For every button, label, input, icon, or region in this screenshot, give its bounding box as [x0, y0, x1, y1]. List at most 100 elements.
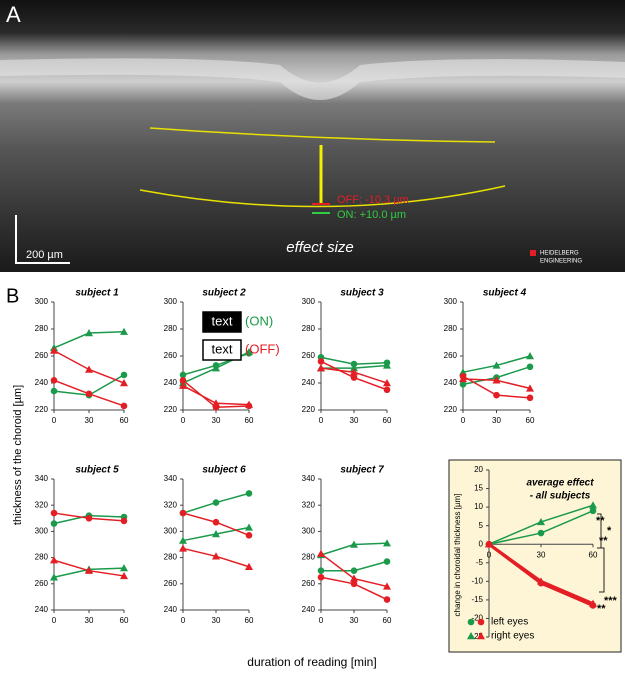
marker	[350, 360, 358, 368]
marker	[589, 599, 597, 607]
y-tick-label: 5	[479, 521, 484, 530]
marker	[317, 573, 325, 581]
marker	[350, 580, 358, 588]
marker	[477, 618, 485, 626]
y-tick-label: 280	[35, 553, 49, 562]
x-tick-label: 0	[52, 416, 57, 425]
marker	[85, 566, 93, 574]
chart-title: subject 1	[75, 288, 119, 299]
y-tick-label: -10	[471, 576, 483, 585]
x-tick-label: 0	[319, 416, 324, 425]
y-tick-label: 280	[164, 324, 178, 333]
marker	[245, 490, 253, 497]
x-tick-label: 0	[487, 550, 492, 559]
y-tick-label: 220	[35, 405, 49, 414]
y-tick-label: 260	[35, 351, 49, 360]
marker	[212, 530, 220, 538]
y-tick-label: 340	[35, 474, 49, 483]
legend-label: (OFF)	[245, 341, 280, 356]
marker	[50, 520, 58, 527]
y-tick-label: 240	[302, 378, 316, 387]
chart-title: subject 4	[483, 288, 527, 299]
legend-label: right eyes	[491, 631, 534, 642]
marker	[179, 377, 187, 384]
y-tick-label: 240	[35, 605, 49, 614]
x-tick-label: 0	[461, 416, 466, 425]
marker	[212, 518, 220, 526]
legend-box-text: text	[212, 341, 233, 356]
x-tick-label: 60	[589, 550, 598, 559]
y-tick-label: 280	[35, 324, 49, 333]
significance: ***	[604, 595, 618, 607]
marker	[477, 632, 485, 640]
x-tick-label: 0	[52, 616, 57, 625]
chart-title: average effect	[526, 478, 594, 489]
on-label: ON: +10.0 µm	[337, 209, 406, 221]
chart-title: subject 3	[340, 288, 384, 299]
y-tick-label: 280	[444, 324, 458, 333]
marker	[383, 582, 391, 590]
marker	[179, 544, 187, 552]
chart-title: subject 6	[202, 465, 246, 476]
y-tick-label: 300	[444, 297, 458, 306]
marker	[526, 384, 534, 392]
legend-marker	[467, 632, 475, 640]
logo-icon	[530, 250, 536, 256]
y-tick-label: 220	[444, 405, 458, 414]
marker	[383, 379, 391, 387]
logo: HEIDELBERG	[540, 251, 579, 257]
marker	[85, 390, 93, 398]
marker	[537, 577, 545, 585]
marker	[85, 365, 93, 373]
y-tick-label: 300	[302, 527, 316, 536]
marker	[589, 507, 597, 515]
marker	[120, 517, 128, 525]
marker	[50, 556, 58, 564]
legend-label: (ON)	[245, 313, 273, 328]
marker	[383, 596, 391, 603]
y-tick-label: 240	[35, 378, 49, 387]
logo: ENGINEERING	[540, 259, 582, 265]
marker	[350, 574, 358, 582]
caption: effect size	[286, 239, 354, 256]
significance: **	[597, 603, 606, 615]
marker	[537, 529, 545, 537]
x-tick-label: 60	[526, 416, 535, 425]
x-tick-label: 30	[85, 416, 94, 425]
scale-label: 200 µm	[26, 249, 63, 261]
marker	[120, 571, 128, 580]
y-axis-label: change in choroidal thickness [µm]	[453, 494, 462, 617]
marker	[50, 387, 58, 395]
marker	[383, 539, 391, 547]
marker	[120, 327, 128, 335]
legend-box	[202, 311, 242, 333]
x-axis-label: duration of reading [min]	[247, 655, 376, 669]
marker	[526, 394, 534, 402]
y-tick-label: 0	[479, 539, 484, 548]
marker	[245, 400, 253, 408]
x-tick-label: 30	[350, 416, 359, 425]
y-axis-label: thickness of the choroid [µm]	[12, 385, 24, 525]
marker	[212, 552, 220, 560]
marker	[120, 402, 128, 410]
scale-bar	[15, 215, 70, 264]
x-tick-label: 0	[181, 616, 186, 625]
y-tick-label: 300	[302, 297, 316, 306]
marker	[383, 386, 391, 394]
marker	[50, 573, 58, 581]
marker	[537, 517, 545, 526]
y-tick-label: 320	[302, 500, 316, 509]
marker	[50, 377, 58, 384]
oct-image	[0, 0, 625, 272]
marker	[317, 364, 325, 372]
marker	[179, 371, 187, 379]
retina-layer	[0, 58, 625, 100]
y-tick-label: 260	[164, 579, 178, 588]
x-tick-label: 60	[383, 616, 392, 625]
significance: *	[607, 525, 612, 537]
legend-marker	[467, 618, 475, 626]
x-tick-label: 30	[492, 416, 501, 425]
marker	[350, 567, 358, 574]
bruch-line	[149, 127, 496, 143]
